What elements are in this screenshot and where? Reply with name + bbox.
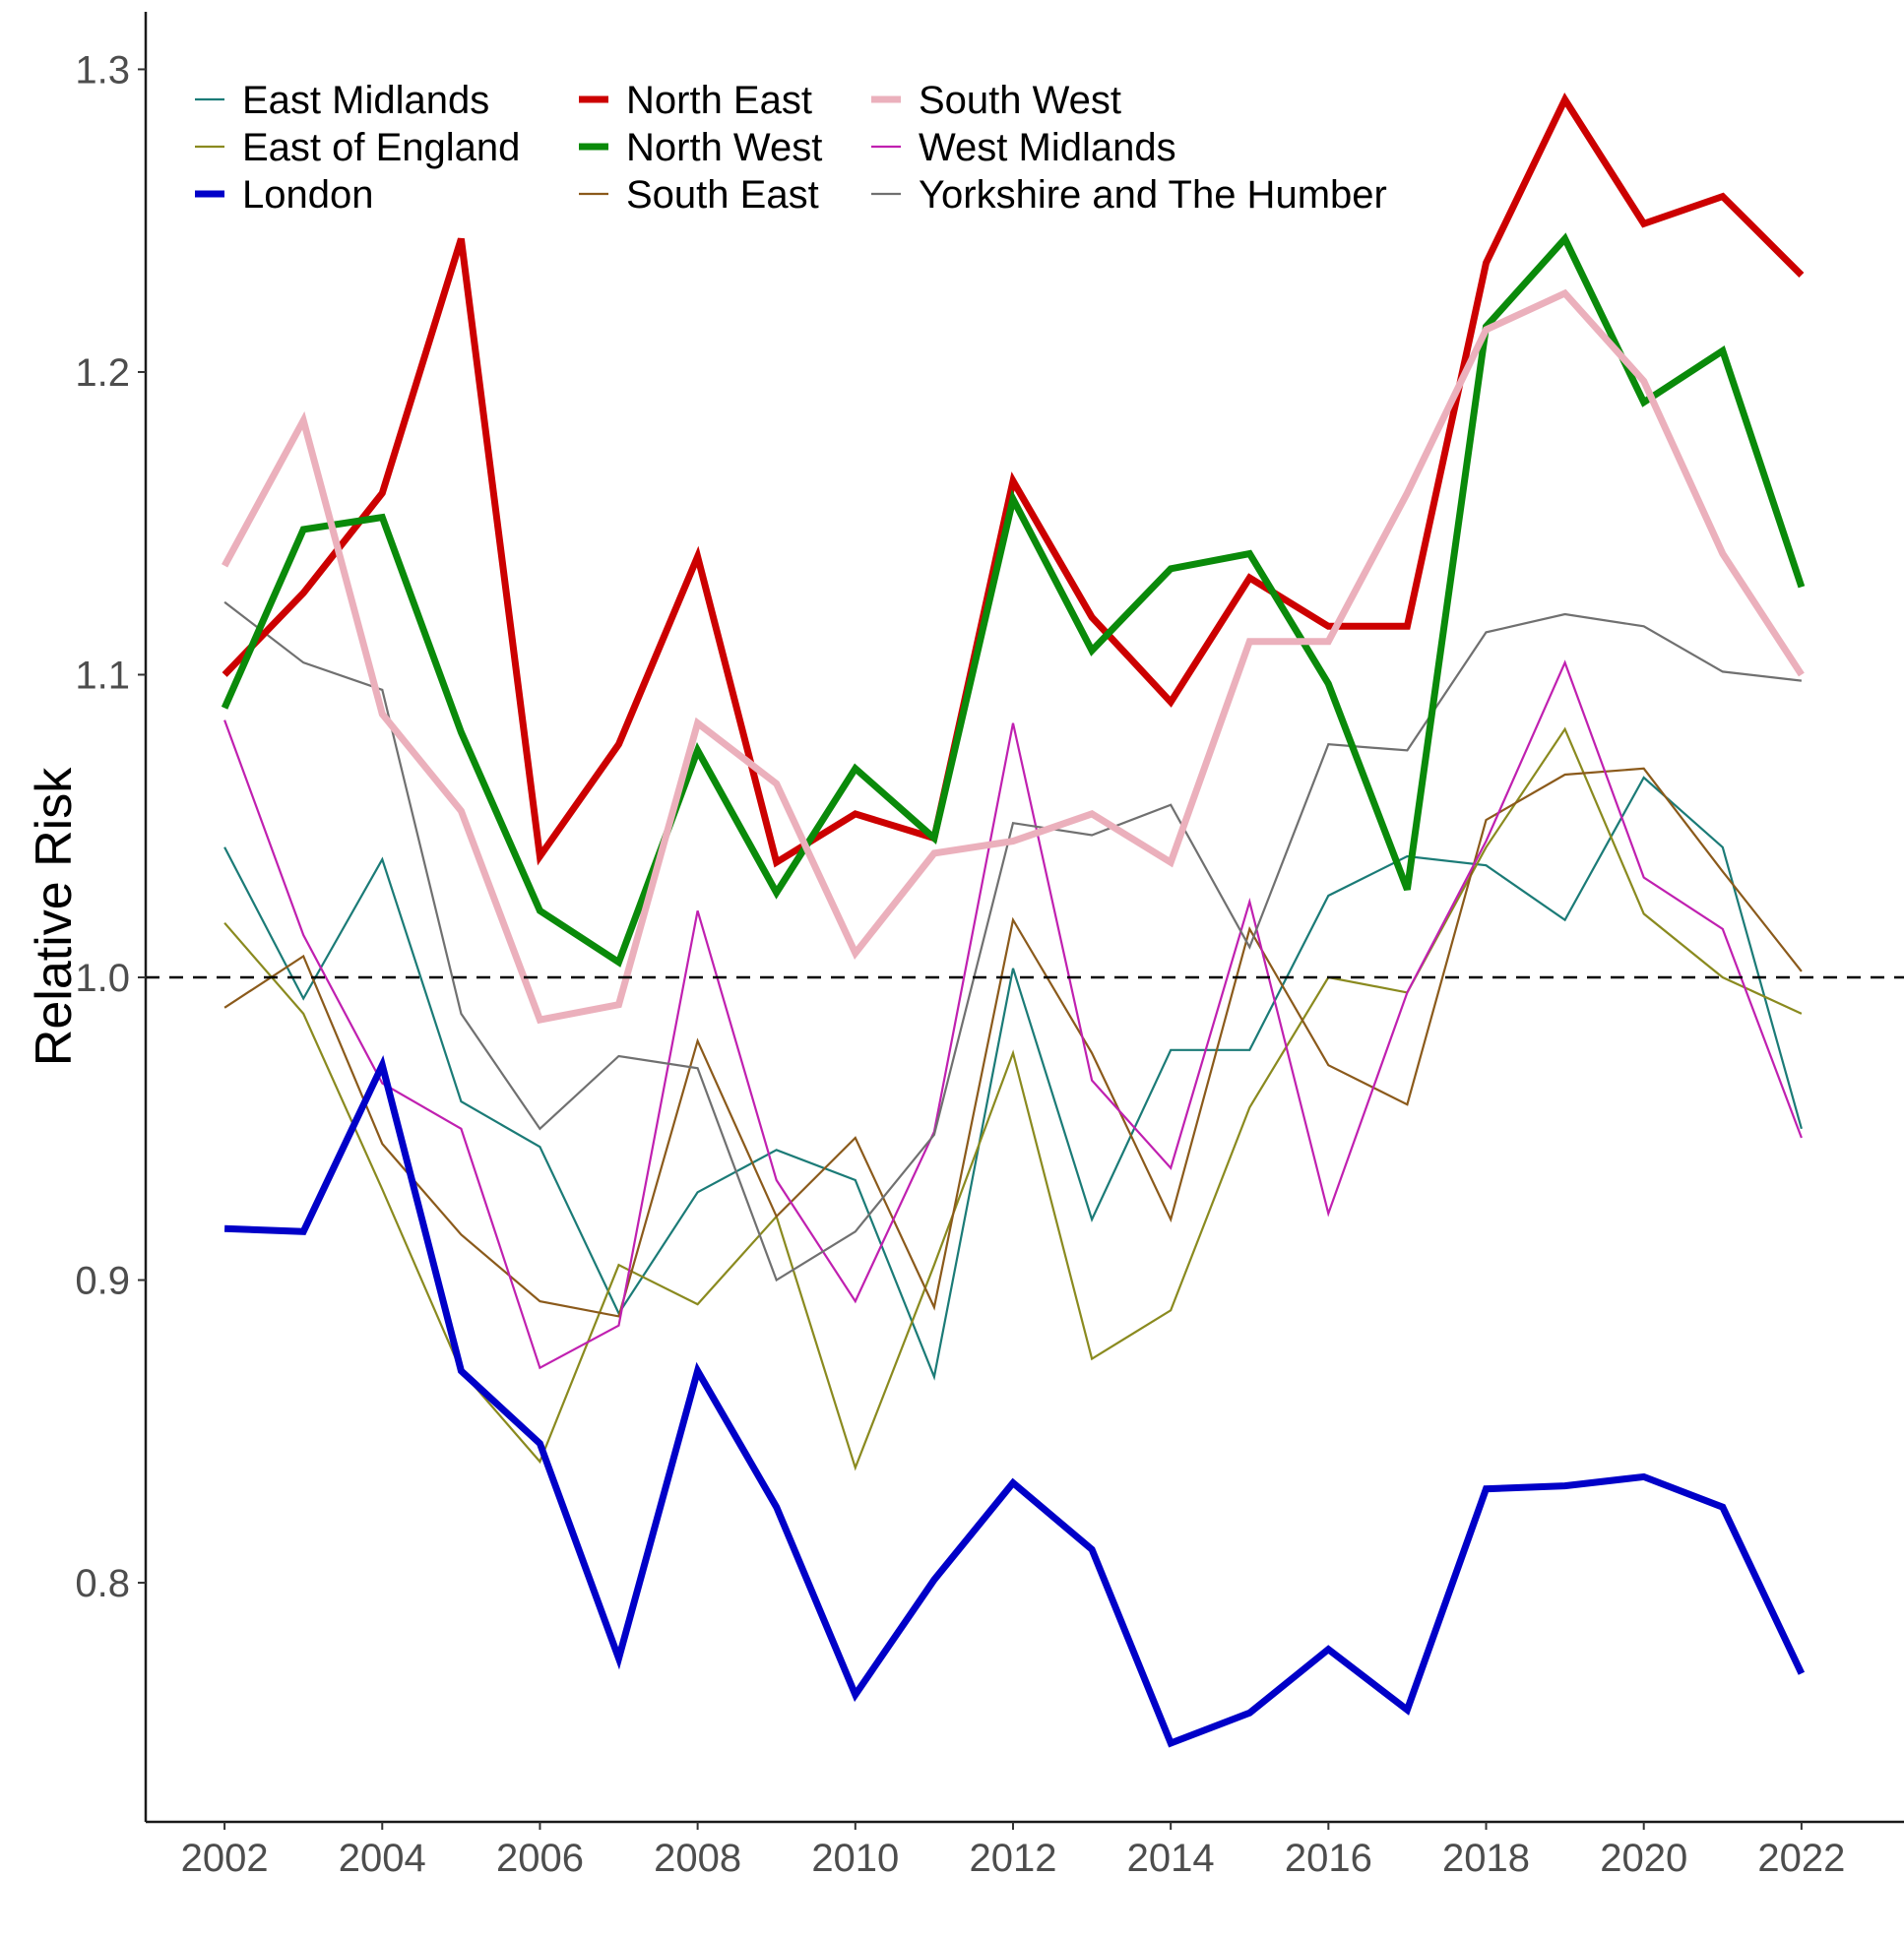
x-tick-label: 2008 [654, 1837, 741, 1880]
legend-label: North West [626, 126, 822, 169]
legend-label: East of England [242, 126, 520, 169]
series-line-west-midlands [223, 659, 1803, 1370]
legend-item-north-east: North East [579, 79, 812, 122]
series-line-east-midlands [223, 776, 1803, 1381]
x-tick-label: 2010 [811, 1837, 899, 1880]
series-line-london [223, 1054, 1806, 1748]
legend-item-east-of-england: East of England [195, 126, 520, 169]
y-tick-label: 1.2 [75, 351, 130, 395]
legend-item-yorkshire-and-the-humber: Yorkshire and The Humber [871, 173, 1387, 217]
series-line-south-east [223, 767, 1803, 1318]
legend-label: East Midlands [242, 79, 489, 122]
legend-item-west-midlands: West Midlands [871, 126, 1176, 169]
legend-label: South East [626, 173, 819, 217]
x-tick-label: 2012 [969, 1837, 1056, 1880]
legend-item-south-east: South East [579, 173, 819, 217]
series-line-east-of-england [223, 726, 1803, 1471]
y-tick-label: 0.8 [75, 1562, 130, 1605]
legend-label: Yorkshire and The Humber [919, 173, 1387, 217]
plot-area [221, 93, 1806, 1748]
series-line-yorkshire-and-the-humber [223, 600, 1803, 1282]
y-tick-label: 1.1 [75, 654, 130, 697]
x-tick-label: 2006 [496, 1837, 584, 1880]
x-tick-label: 2020 [1600, 1837, 1687, 1880]
y-tick-label: 1.3 [75, 48, 130, 92]
legend-item-london: London [195, 173, 373, 217]
x-tick-label: 2018 [1442, 1837, 1530, 1880]
y-tick-label: 0.9 [75, 1260, 130, 1303]
x-tick-label: 2014 [1127, 1837, 1215, 1880]
legend-label: North East [626, 79, 812, 122]
x-tick-label: 2004 [339, 1837, 426, 1880]
x-tick-label: 2022 [1757, 1837, 1845, 1880]
legend-label: West Midlands [919, 126, 1176, 169]
y-axis-title: Relative Risk [26, 767, 83, 1066]
series-line-north-west [221, 232, 1806, 968]
axes [144, 12, 1904, 1824]
series-line-south-west [222, 288, 1805, 1025]
y-ticks: 0.8 0.9 1.0 1.1 1.2 1.3 [75, 48, 146, 1605]
legend-item-north-west: North West [579, 126, 822, 169]
legend-label: South West [919, 79, 1121, 122]
legend-item-south-west: South West [871, 79, 1121, 122]
x-tick-label: 2002 [181, 1837, 269, 1880]
legend-label: London [242, 173, 373, 217]
x-tick-label: 2016 [1285, 1837, 1372, 1880]
legend-item-east-midlands: East Midlands [195, 79, 489, 122]
x-ticks: 2002 2004 2006 2008 2010 2012 2014 2016 2018 2020… [181, 1822, 1845, 1880]
y-tick-label: 1.0 [75, 957, 130, 1000]
series-line-north-east [222, 93, 1805, 868]
